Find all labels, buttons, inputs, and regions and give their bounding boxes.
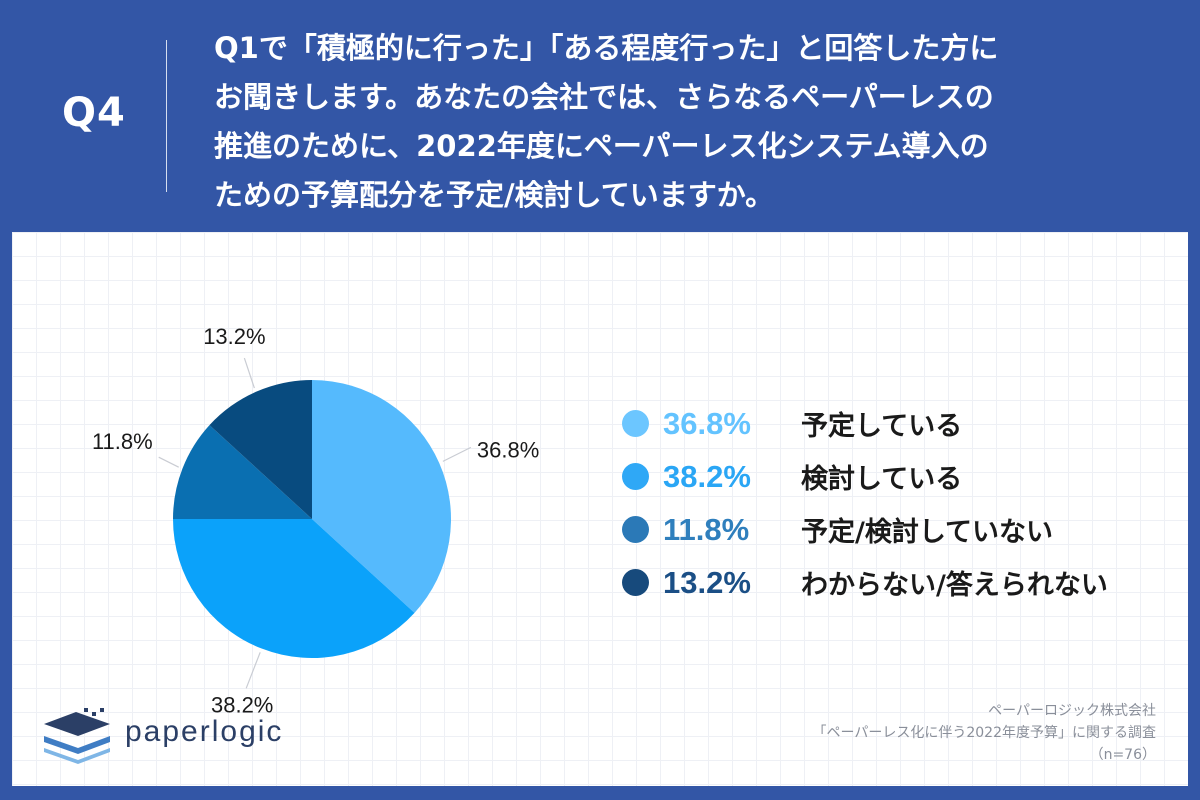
- source-note: ペーパーロジック株式会社 「ペーパーレス化に伴う2022年度予算」に関する調査 …: [813, 700, 1157, 766]
- chart-panel: 36.8% 38.2% 11.8% 13.2% 36.8% 予定している 38.2% …: [12, 232, 1188, 786]
- sample-size: （n=76）: [1089, 747, 1156, 763]
- slice-leader-line: [442, 446, 472, 462]
- legend-percent: 38.2%: [663, 458, 751, 494]
- slice-leader-line: [158, 456, 179, 468]
- legend-percent: 11.8%: [663, 511, 750, 547]
- question-header: Q4 Q1で「積極的に行った」「ある程度行った」と回答した方に お聞きします。あ…: [0, 0, 1200, 232]
- pie-slice: [312, 380, 452, 613]
- slice-value-label: 38.2%: [211, 692, 273, 717]
- pie-chart: 36.8% 38.2% 11.8% 13.2%: [92, 324, 539, 717]
- legend-item: 11.8% 予定/検討していない: [622, 503, 1182, 556]
- legend-dot: [622, 569, 649, 596]
- question-text: Q1で「積極的に行った」「ある程度行った」と回答した方に お聞きします。あなたの…: [214, 24, 1164, 220]
- source-survey: 「ペーパーレス化に伴う2022年度予算」に関する調査: [812, 725, 1157, 741]
- legend-label: わからない/答えられない: [801, 570, 1108, 601]
- slice-leader-line: [245, 652, 261, 689]
- legend-label: 予定している: [801, 411, 963, 442]
- question-number: Q4: [62, 90, 126, 136]
- legend-percent: 13.2%: [663, 564, 751, 600]
- question-line: お聞きします。あなたの会社では、さらなるペーパーレスの: [214, 80, 994, 114]
- legend-dot: [622, 516, 649, 543]
- paperlogic-logo-icon: [44, 708, 110, 764]
- pie-slice: [173, 519, 415, 658]
- logo-text: paperlogic: [125, 715, 284, 748]
- pie-slice: [209, 380, 312, 519]
- question-line: Q1で「積極的に行った」「ある程度行った」と回答した方に: [214, 31, 999, 65]
- legend-label: 検討している: [801, 464, 963, 495]
- pie-slice: [173, 425, 312, 519]
- question-line: ための予算配分を予定/検討していますか。: [214, 178, 775, 212]
- legend-item: 13.2% わからない/答えられない: [622, 556, 1182, 609]
- paperlogic-logo: paperlogic: [40, 704, 300, 774]
- slice-value-label: 11.8%: [92, 429, 153, 454]
- legend-label: 予定/検討していない: [801, 517, 1054, 548]
- slice-leader-line: [243, 357, 255, 389]
- legend-percent: 36.8%: [663, 405, 751, 441]
- header-divider: [166, 40, 167, 192]
- legend-item: 36.8% 予定している: [622, 397, 1182, 450]
- slice-value-label: 13.2%: [203, 324, 265, 349]
- legend: 36.8% 予定している 38.2% 検討している 11.8% 予定/検討してい…: [622, 397, 1182, 609]
- legend-dot: [622, 410, 649, 437]
- legend-item: 38.2% 検討している: [622, 450, 1182, 503]
- source-company: ペーパーロジック株式会社: [988, 703, 1156, 719]
- question-line: 推進のために、2022年度にペーパーレス化システム導入の: [214, 129, 989, 163]
- legend-dot: [622, 463, 649, 490]
- slice-value-label: 36.8%: [477, 437, 539, 462]
